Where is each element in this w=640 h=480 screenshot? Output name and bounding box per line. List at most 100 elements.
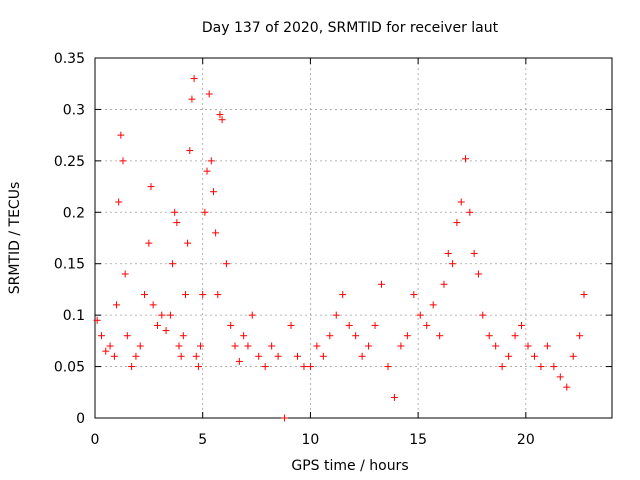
data-point [201, 208, 209, 216]
data-point [207, 157, 215, 165]
data-point [190, 75, 198, 83]
data-point [444, 249, 452, 257]
data-point [281, 414, 289, 422]
data-point [158, 311, 166, 319]
data-point [194, 363, 202, 371]
data-point [93, 316, 101, 324]
x-tick-label: 15 [409, 432, 427, 448]
x-tick-label: 5 [198, 432, 207, 448]
data-point [169, 260, 177, 268]
data-point [136, 342, 144, 350]
data-point [345, 321, 353, 329]
data-point [261, 363, 269, 371]
data-point [235, 357, 243, 365]
data-point [199, 291, 207, 299]
data-point [231, 342, 239, 350]
data-point [339, 291, 347, 299]
data-point [543, 342, 551, 350]
data-point [153, 321, 161, 329]
data-point [214, 291, 222, 299]
data-point [203, 167, 211, 175]
data-point [306, 363, 314, 371]
data-point [580, 291, 588, 299]
data-point [244, 342, 252, 350]
y-tick-label: 0.35 [54, 51, 85, 67]
data-point [115, 198, 123, 206]
data-point [423, 321, 431, 329]
data-point [403, 332, 411, 340]
data-point [319, 352, 327, 360]
data-point [181, 291, 189, 299]
data-point [205, 90, 213, 98]
data-point [197, 342, 205, 350]
data-point [352, 332, 360, 340]
data-point [216, 111, 224, 119]
data-point [332, 311, 340, 319]
data-point [479, 311, 487, 319]
data-point [166, 311, 174, 319]
data-point [436, 332, 444, 340]
data-point [175, 342, 183, 350]
data-point [177, 352, 185, 360]
data-point [492, 342, 500, 350]
data-point [212, 229, 220, 237]
data-point [123, 332, 131, 340]
data-point [371, 321, 379, 329]
data-point [222, 260, 230, 268]
data-point [268, 342, 276, 350]
data-point [188, 95, 196, 103]
y-tick-label: 0.05 [54, 360, 85, 376]
data-point [255, 352, 263, 360]
data-point [390, 393, 398, 401]
data-point [530, 352, 538, 360]
data-point [121, 270, 129, 278]
data-point [358, 352, 366, 360]
data-point [209, 188, 217, 196]
y-tick-label: 0.1 [63, 308, 85, 324]
data-point [186, 147, 194, 155]
axis-ticks: 0 5 10 15 20 0 0.05 0.1 0.15 0.2 0.25 0.3 0.35 [54, 51, 612, 448]
data-point [440, 280, 448, 288]
data-point [119, 157, 127, 165]
data-point [457, 198, 465, 206]
y-axis-label: SRMTID / TECUs [7, 182, 23, 295]
data-point [274, 352, 282, 360]
data-point [117, 131, 125, 139]
data-point [518, 321, 526, 329]
data-point [106, 342, 114, 350]
data-point [179, 332, 187, 340]
data-point [326, 332, 334, 340]
data-point [410, 291, 418, 299]
data-point [384, 363, 392, 371]
data-point [462, 155, 470, 163]
data-point [192, 352, 200, 360]
data-point [397, 342, 405, 350]
data-point [569, 352, 577, 360]
data-point [429, 301, 437, 309]
data-point [550, 363, 558, 371]
data-point [97, 332, 105, 340]
data-point [474, 270, 482, 278]
data-point [378, 280, 386, 288]
data-point [576, 332, 584, 340]
chart-title: Day 137 of 2020, SRMTID for receiver lau… [202, 20, 499, 36]
data-point [128, 363, 136, 371]
data-point [466, 208, 474, 216]
y-tick-label: 0.3 [63, 102, 85, 118]
data-point [300, 363, 308, 371]
x-tick-label: 20 [517, 432, 535, 448]
data-point [162, 327, 170, 335]
data-point [173, 219, 181, 227]
data-point [287, 321, 295, 329]
data-point [227, 321, 235, 329]
data-point [498, 363, 506, 371]
plot-frame [94, 57, 613, 419]
data-point [141, 291, 149, 299]
data-point [449, 260, 457, 268]
y-tick-label: 0 [76, 411, 85, 427]
y-tick-label: 0.2 [63, 205, 85, 221]
data-point [147, 183, 155, 191]
data-point [145, 239, 153, 247]
